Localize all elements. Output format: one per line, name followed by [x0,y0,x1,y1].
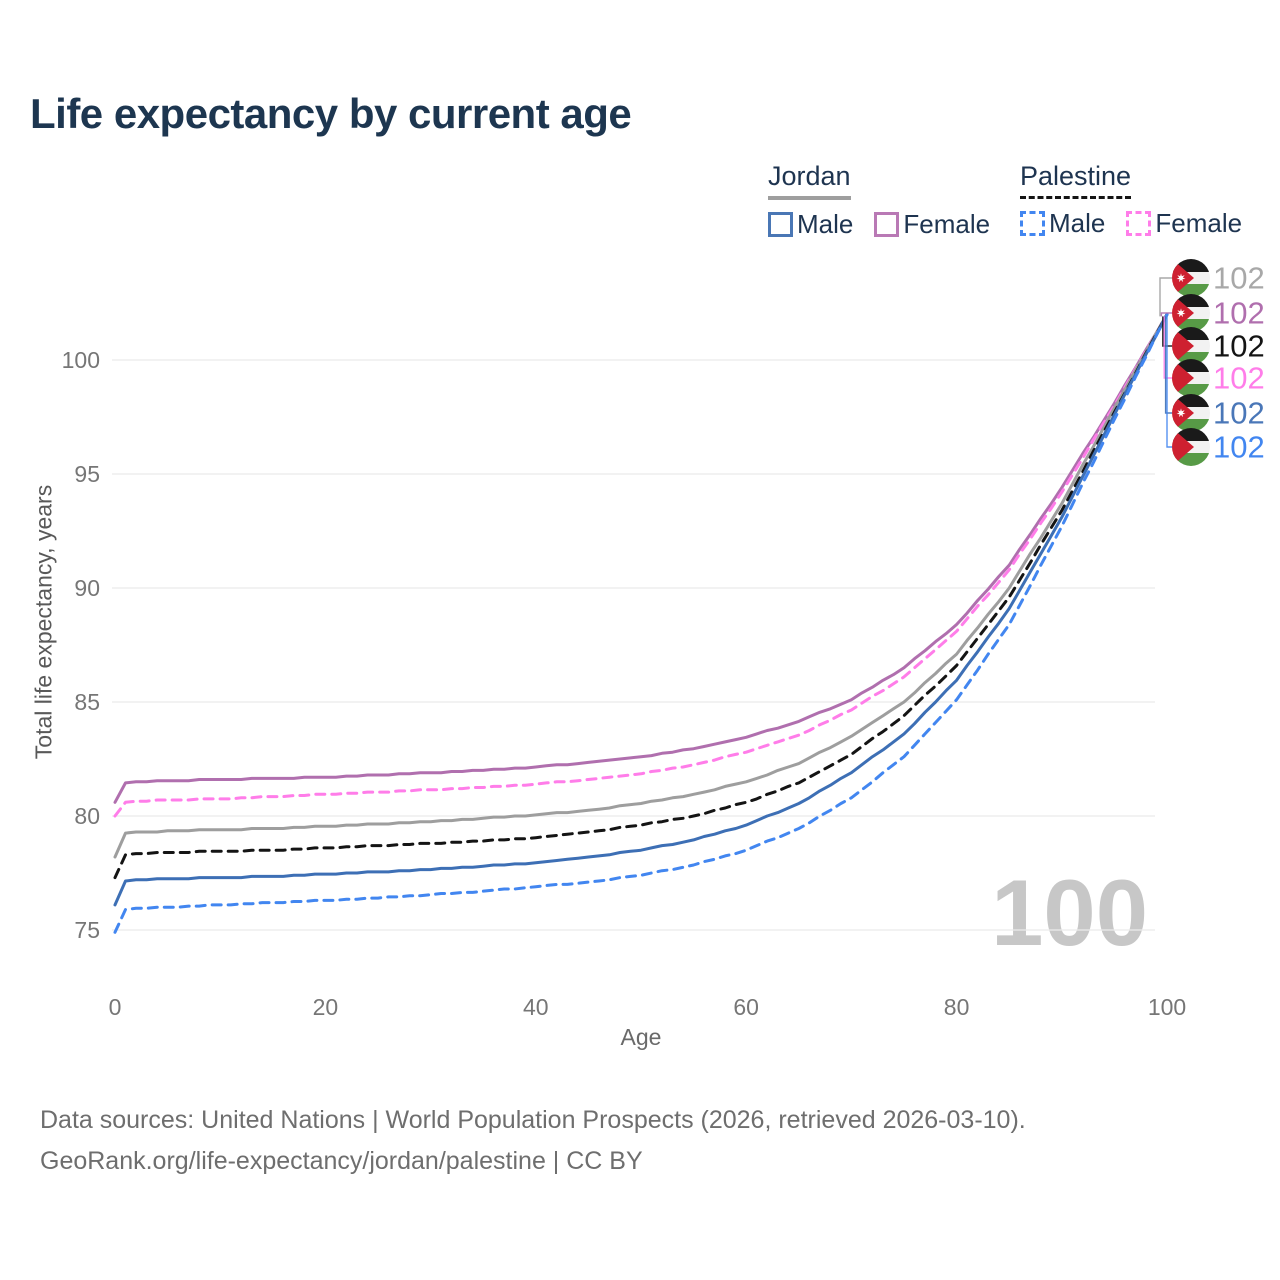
end-label-connector-palestine-both [1162,316,1173,347]
series-line-jordan-male[interactable] [113,312,1169,907]
jordan-flag-icon [1172,294,1210,332]
y-tick-label: 95 [74,461,100,487]
legend-group-jordan: Jordan Male Female [768,161,990,240]
palestine-flag-icon [1172,428,1210,466]
legend-label: Female [1155,208,1243,238]
end-label-connector-palestine-male [1166,316,1173,448]
x-tick-label: 80 [944,994,970,1020]
end-value-label-palestine-both: 102 [1213,329,1265,364]
series-line-palestine-male[interactable] [113,312,1169,934]
end-label-connector-palestine-female [1163,316,1173,379]
end-value-label-jordan-both: 102 [1213,261,1265,296]
x-tick-label: 0 [109,994,122,1020]
legend-swatch-palestine-male [1020,211,1045,236]
series-line-jordan-both[interactable] [113,312,1169,859]
series-line-palestine-female[interactable] [113,312,1169,818]
legend-group-palestine: Palestine Male Female [1020,161,1242,239]
jordan-flag-icon [1172,259,1210,297]
x-axis-title: Age [620,1024,662,1050]
x-tick-label: 100 [1148,994,1186,1020]
end-value-label-palestine-female: 102 [1213,361,1265,396]
y-tick-label: 90 [74,575,100,601]
chart-title: Life expectancy by current age [30,90,632,137]
series-line-palestine-both[interactable] [113,312,1169,880]
jordan-flag-icon [1172,394,1210,432]
legend-label: Male [1049,208,1106,238]
x-tick-label: 60 [733,994,759,1020]
legend-swatch-jordan-female [874,212,900,237]
legend-label: Male [797,209,854,239]
end-value-label-palestine-male: 102 [1213,430,1265,465]
legend-label: Female [903,209,991,239]
current-age-watermark: 100 [991,860,1148,965]
legend-item-jordan-male[interactable]: Male [768,209,853,240]
end-value-label-jordan-female: 102 [1213,296,1265,331]
legend-swatch-palestine-female [1126,211,1152,236]
end-label-connector-jordan-both [1159,277,1173,317]
legend-item-palestine-female[interactable]: Female [1126,208,1242,239]
y-tick-label: 75 [74,917,100,943]
legend-header-palestine: Palestine [1020,161,1132,199]
data-sources-note: Data sources: United Nations | World Pop… [40,1106,1026,1134]
legend-item-palestine-male[interactable]: Male [1020,208,1105,239]
end-label-connector-jordan-female [1160,312,1173,317]
y-axis-title: Total life expectancy, years [30,484,57,760]
legend-header-jordan: Jordan [768,161,851,200]
y-tick-label: 100 [62,347,100,373]
attribution-link[interactable]: GeoRank.org/life-expectancy/jordan/pales… [40,1147,643,1175]
legend-swatch-jordan-male [768,212,793,237]
y-tick-label: 80 [74,803,100,829]
end-label-connector-jordan-male [1164,316,1173,414]
y-tick-label: 85 [74,689,100,715]
legend-item-jordan-female[interactable]: Female [874,209,990,240]
x-tick-label: 20 [313,994,339,1020]
end-value-label-jordan-male: 102 [1213,396,1265,431]
palestine-flag-icon [1172,359,1210,397]
series-line-jordan-female[interactable] [113,312,1169,804]
x-tick-label: 40 [523,994,549,1020]
